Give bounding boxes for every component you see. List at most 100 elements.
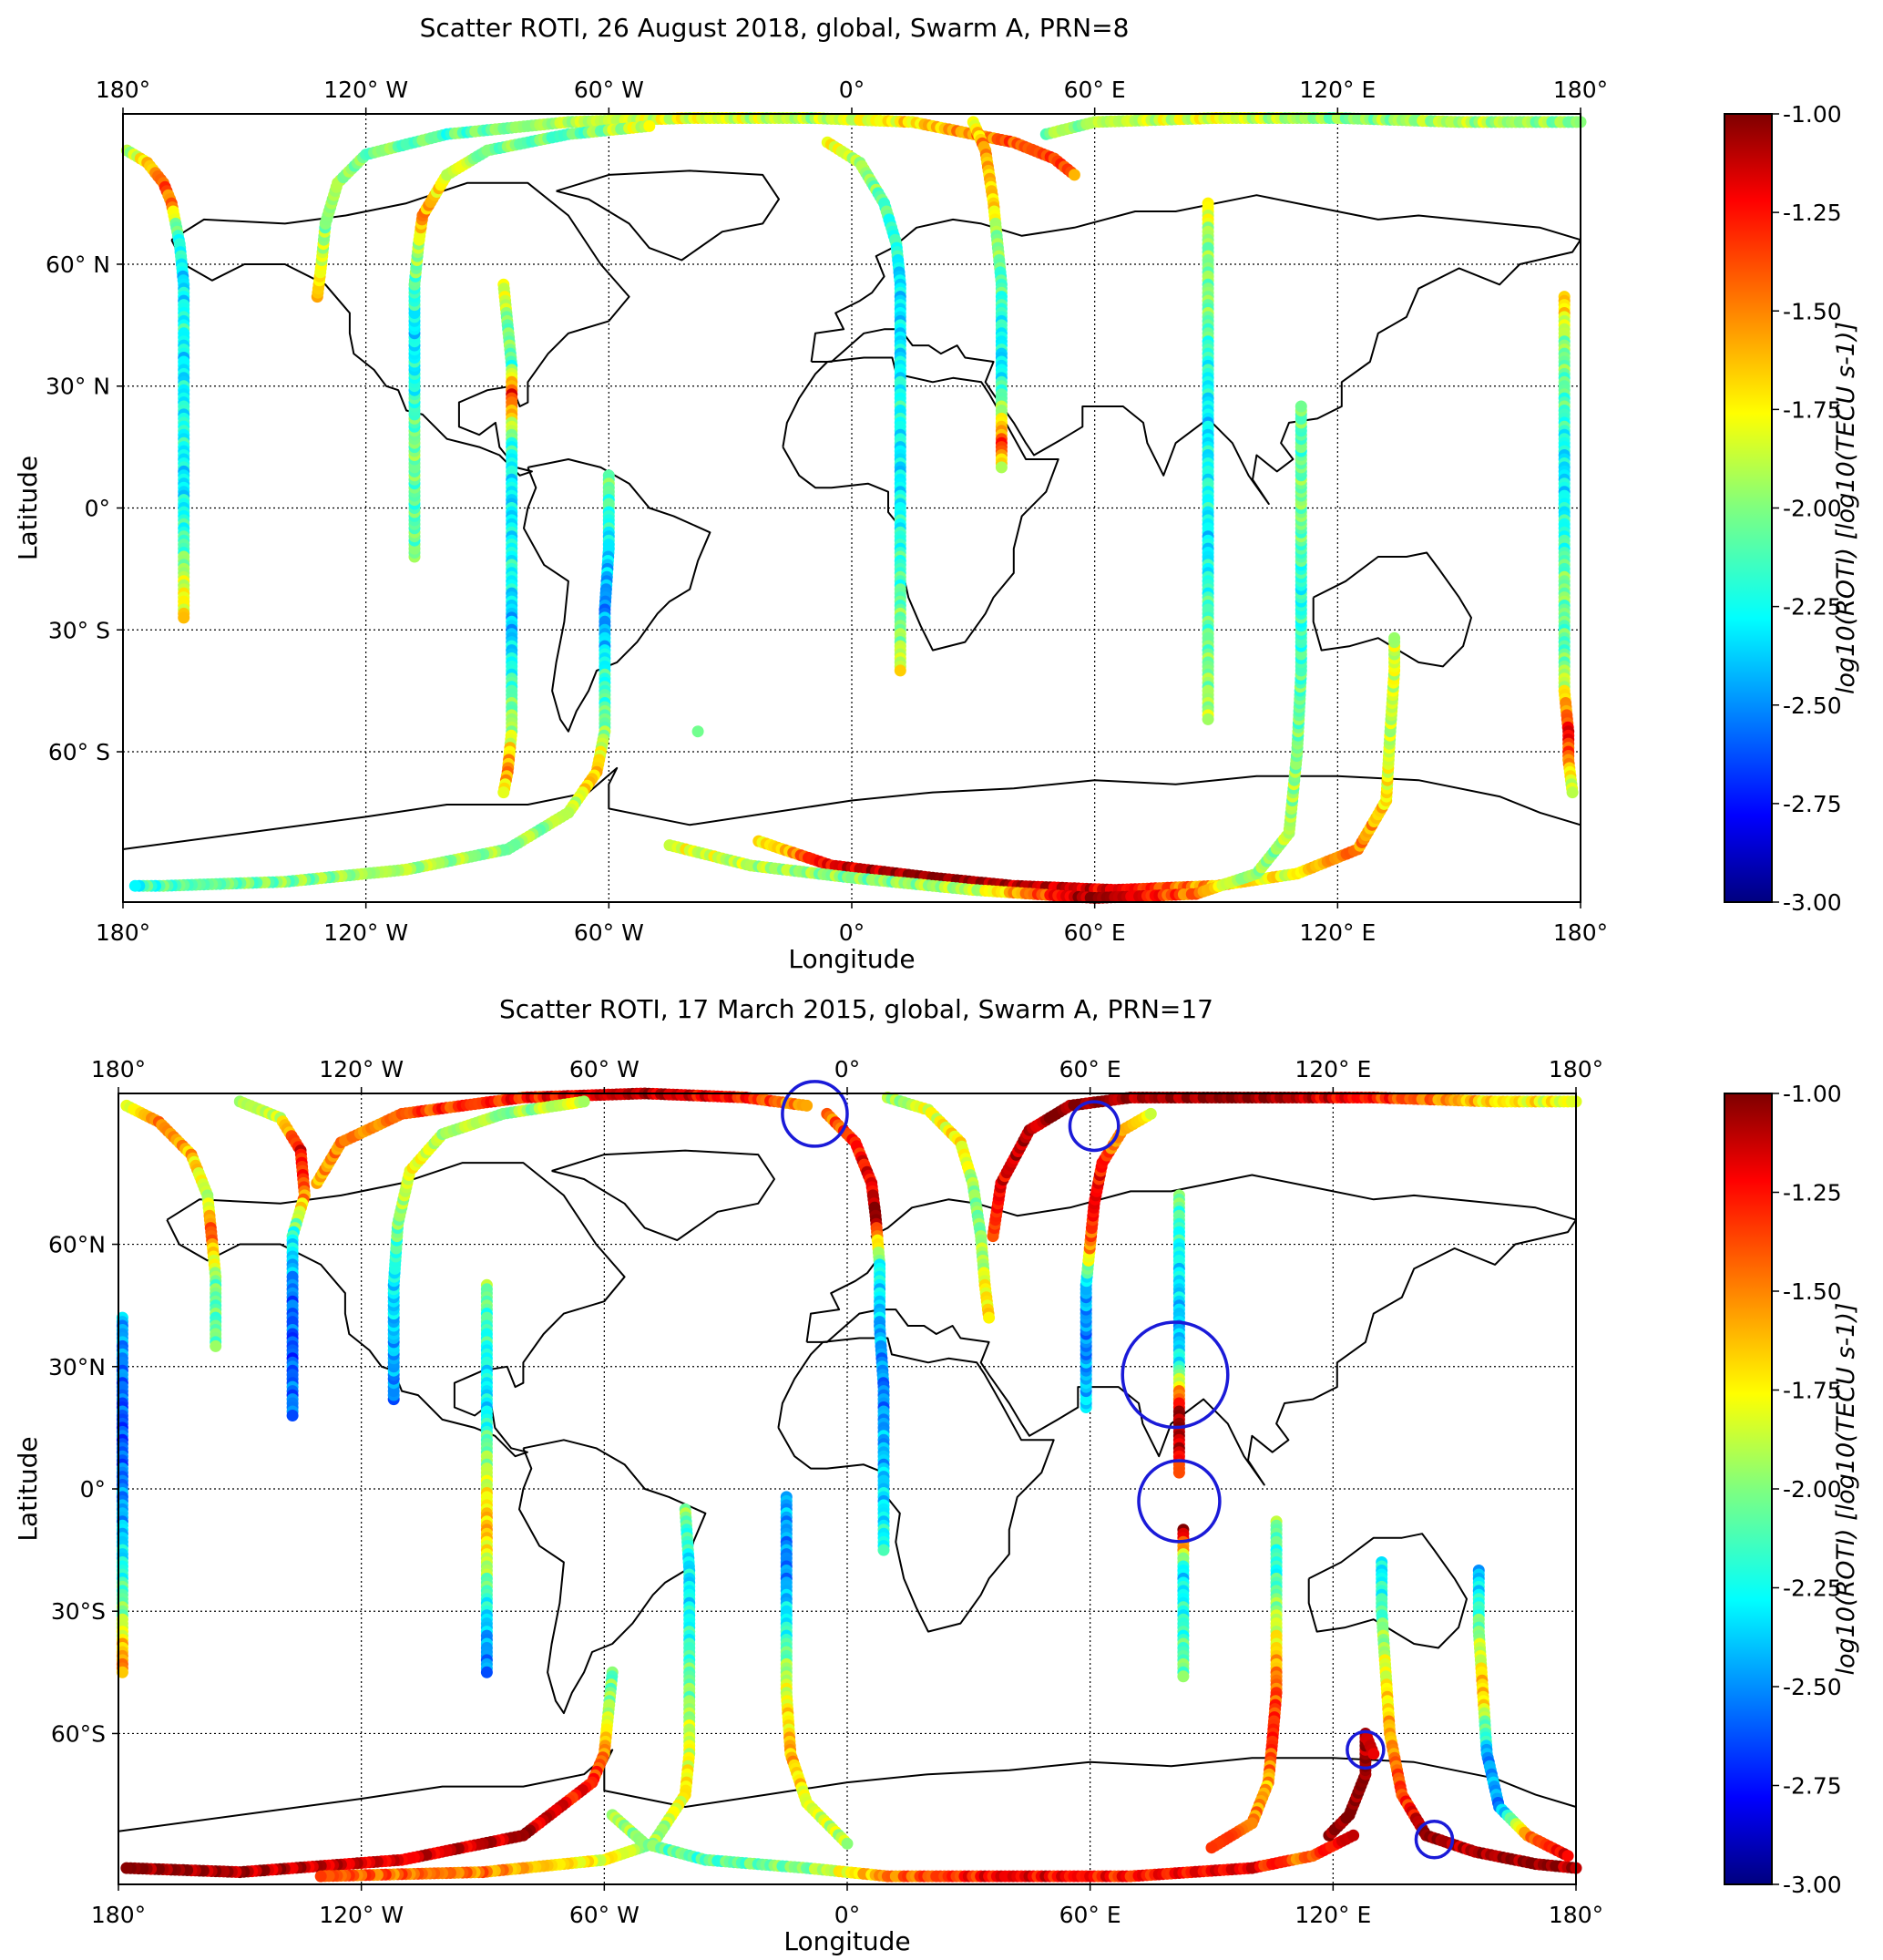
colorbar: -1.00-1.25-1.50-1.75-2.00-2.25-2.50-2.75…: [1724, 101, 1860, 916]
continent-outline: [777, 1337, 1055, 1633]
series-track: [1205, 1515, 1283, 1854]
x-tick-label-top: 180°: [91, 1056, 146, 1083]
series-track: [1080, 1107, 1157, 1413]
data-point: [578, 1095, 590, 1108]
x-tick-label: 120° W: [319, 1902, 404, 1928]
colorbar-tick-label: -1.50: [1783, 1278, 1842, 1305]
x-tick-label-top: 180°: [1549, 1056, 1603, 1083]
y-tick-label: 60°N: [48, 1232, 106, 1258]
y-tick-label: 30°S: [51, 1598, 106, 1625]
y-tick-label: 0°: [85, 496, 110, 522]
x-tick-label: 120° E: [1299, 919, 1376, 946]
data-point: [1388, 631, 1401, 644]
series-track: [480, 1278, 493, 1678]
x-tick-label: 60° E: [1064, 919, 1126, 946]
continent-outline: [810, 194, 1581, 505]
data-point: [983, 1311, 996, 1324]
x-tick-label: 60° W: [569, 1902, 640, 1928]
series-track: [233, 1095, 311, 1421]
x-axis-label: Longitude: [783, 1926, 910, 1956]
data-point: [1367, 1748, 1380, 1760]
series-track: [1172, 1189, 1185, 1479]
series-track: [987, 1092, 1582, 1243]
series-track: [311, 112, 1080, 303]
x-tick-label-top: 120° W: [319, 1056, 404, 1083]
series-track: [120, 1666, 619, 1879]
x-tick-label: 120° E: [1295, 1902, 1371, 1928]
series-track: [967, 116, 1008, 474]
colorbar-label: log10(ROTI) [log10(TECU s-1)]: [1832, 1302, 1860, 1675]
data-point: [178, 611, 190, 624]
y-tick-label: 60° S: [48, 739, 110, 765]
data-point: [1172, 1466, 1185, 1479]
continent-outline: [805, 1174, 1577, 1486]
data-point: [801, 1099, 814, 1112]
y-tick-label: 0°: [80, 1476, 106, 1503]
colorbar-tick-label: -1.25: [1783, 200, 1842, 226]
data-point: [1202, 713, 1214, 725]
x-tick-label: 60° W: [574, 919, 644, 946]
series-track: [314, 1503, 696, 1883]
data-point: [1205, 1842, 1218, 1854]
series-track: [408, 119, 656, 563]
highlight-circle: [1068, 1100, 1121, 1153]
world-map: [122, 169, 1581, 850]
series-track: [1202, 197, 1214, 725]
colorbar-tick-label: -1.00: [1783, 101, 1842, 128]
continent-outline: [1312, 551, 1472, 668]
x-tick-label: 180°: [96, 919, 150, 946]
data-point: [877, 1544, 890, 1556]
colorbar-tick-label: -2.50: [1783, 1674, 1842, 1700]
data-point: [286, 1410, 299, 1421]
x-tick-label-top: 120° E: [1295, 1056, 1371, 1083]
data-point: [120, 1862, 133, 1874]
colorbar-tick-label: -2.50: [1783, 693, 1842, 719]
series-track: [128, 469, 615, 892]
x-tick-label-top: 60° W: [569, 1056, 640, 1083]
x-tick-label: 180°: [1549, 1902, 1603, 1928]
gridlines: [123, 114, 1581, 902]
series-track: [497, 278, 518, 799]
data-point: [1295, 400, 1307, 413]
series-track: [821, 1107, 890, 1556]
colorbar-tick-label: -1.00: [1783, 1081, 1842, 1107]
data-point: [1561, 1850, 1574, 1863]
data-point: [1566, 786, 1579, 799]
colorbar-tick-label: -3.00: [1783, 1872, 1842, 1898]
colorbar-label: log10(ROTI) [log10(TECU s-1)]: [1832, 322, 1860, 694]
colorbar-tick-label: -1.50: [1783, 298, 1842, 324]
x-tick-label: 0°: [839, 919, 865, 946]
chart-panel-bottom: Scatter ROTI, 17 March 2015, global, Swa…: [13, 994, 1860, 1956]
data-point: [480, 1666, 493, 1678]
continent-outline: [170, 181, 630, 477]
series-track: [120, 144, 190, 624]
x-tick-label: 120° W: [323, 919, 408, 946]
y-axis-label: Latitude: [13, 456, 43, 560]
series-track: [1558, 291, 1579, 799]
series-track: [821, 136, 906, 677]
colorbar: -1.00-1.25-1.50-1.75-2.00-2.25-2.50-2.75…: [1724, 1081, 1860, 1898]
x-tick-label-top: 120° W: [323, 77, 408, 103]
data-point: [643, 119, 656, 132]
x-tick-label-top: 60° W: [574, 77, 644, 103]
series-track: [1472, 1565, 1574, 1863]
scatter-points: [120, 112, 1587, 904]
y-tick-label: 30° N: [46, 374, 110, 400]
data-point: [691, 725, 704, 738]
data-point: [1068, 169, 1080, 181]
x-tick-label: 180°: [91, 1902, 146, 1928]
data-point: [1144, 1107, 1157, 1120]
x-tick-label: 60° E: [1059, 1902, 1121, 1928]
chart-title: Scatter ROTI, 17 March 2015, global, Swa…: [499, 994, 1213, 1024]
data-point: [497, 786, 510, 799]
axis-ticks: 180° 180° 120° W 120° W 60° W 60° W 0° 0° 60° E 6…: [48, 1056, 1603, 1928]
series-track: [691, 725, 704, 738]
series-track: [1039, 112, 1587, 140]
continent-outline: [122, 766, 1581, 850]
series-track: [120, 1099, 222, 1352]
x-axis-label: Longitude: [788, 944, 915, 974]
data-point: [128, 879, 141, 892]
colorbar-tick-label: -2.75: [1783, 791, 1842, 817]
colorbar-tick-label: -2.75: [1783, 1773, 1842, 1800]
x-tick-label-top: 120° E: [1299, 77, 1376, 103]
